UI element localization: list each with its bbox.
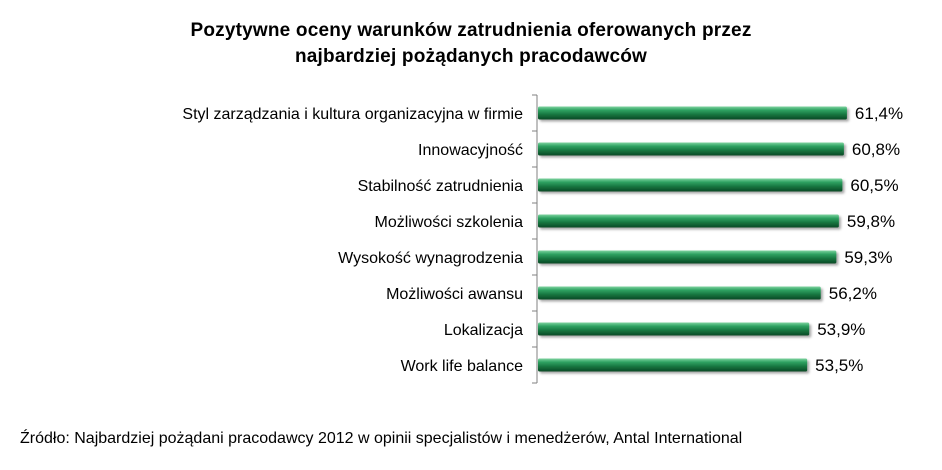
value-label-2: 60,8% — [852, 140, 900, 159]
bar-6 — [538, 286, 821, 300]
category-labels: Styl zarządzania i kultura organizacyjna… — [182, 106, 523, 375]
chart-title-line-1: Pozytywne oceny warunków zatrudnienia of… — [190, 20, 752, 41]
bar-8 — [538, 358, 808, 372]
value-label-4: 59,8% — [847, 212, 895, 231]
bar-2 — [538, 142, 844, 156]
chart-title: Pozytywne oceny warunków zatrudnienia of… — [0, 18, 942, 70]
bars — [538, 106, 847, 372]
category-label-8: Work life balance — [401, 358, 524, 375]
category-label-3: Stabilność zatrudnienia — [358, 178, 524, 195]
value-label-6: 56,2% — [829, 284, 877, 303]
category-axis — [532, 94, 538, 384]
bar-5 — [538, 250, 837, 264]
value-label-5: 59,3% — [844, 248, 892, 267]
bar-4 — [538, 214, 839, 228]
bar-3 — [538, 178, 843, 192]
category-label-6: Możliwości awansu — [386, 286, 523, 303]
category-label-1: Styl zarządzania i kultura organizacyjna… — [182, 106, 523, 123]
bar-1 — [538, 106, 847, 120]
category-label-2: Innowacyjność — [418, 142, 523, 159]
chart-title-line-2: najbardziej pożądanych pracodawców — [294, 46, 648, 67]
category-label-5: Wysokość wynagrodzenia — [338, 250, 523, 267]
value-label-1: 61,4% — [855, 104, 903, 123]
category-label-4: Możliwości szkolenia — [375, 214, 524, 231]
value-labels: 61,4% 60,8% 60,5% 59,8% 59,3% 56,2% 53,9% 53,5% — [815, 104, 903, 375]
value-label-3: 60,5% — [850, 176, 898, 195]
bar-7 — [538, 322, 810, 336]
category-label-7: Lokalizacja — [444, 322, 523, 339]
value-label-7: 53,9% — [817, 320, 865, 339]
source-note: Źródło: Najbardziej pożądani pracodawcy … — [20, 430, 743, 447]
value-label-8: 53,5% — [815, 356, 863, 375]
